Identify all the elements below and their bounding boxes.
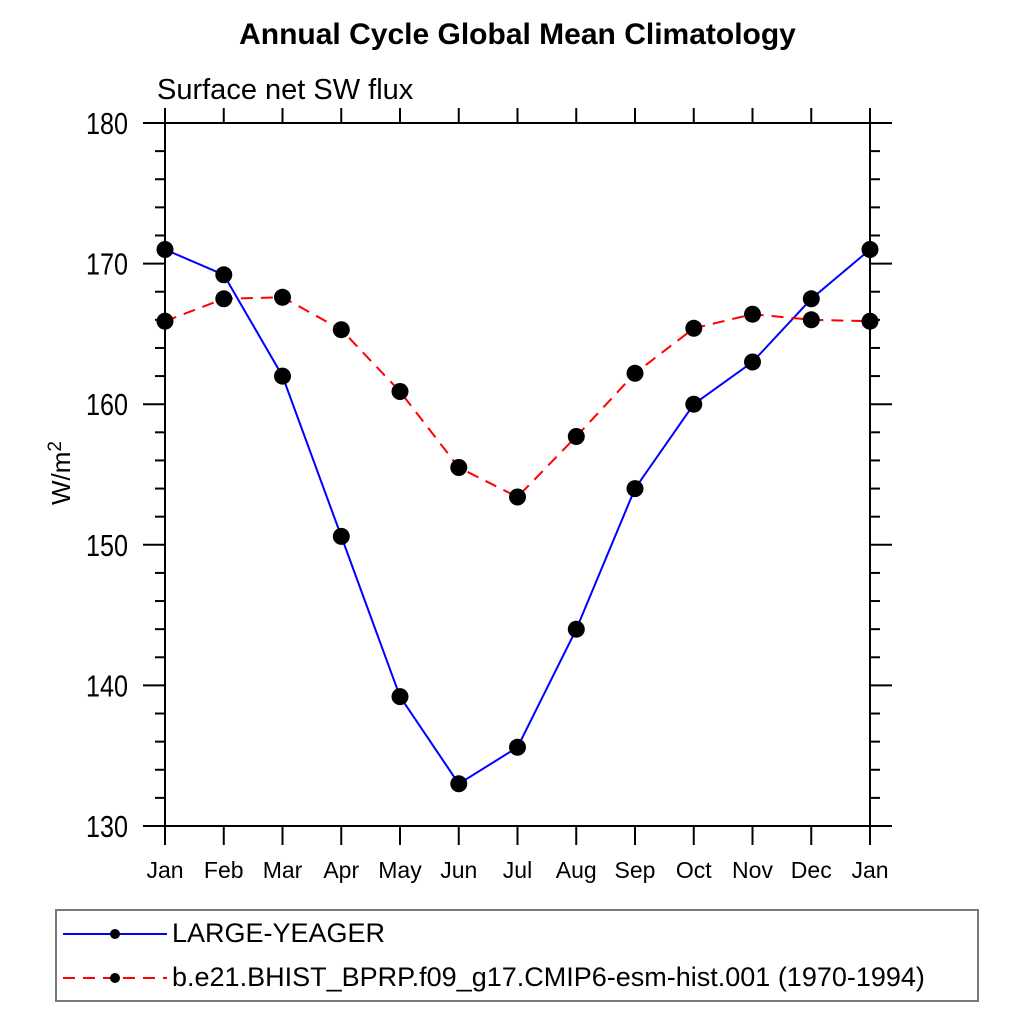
legend-label-model-run: b.e21.BHIST_BPRP.f09_g17.CMIP6-esm-hist.… [172, 962, 925, 992]
data-point-marker-series-0 [215, 266, 233, 284]
data-point-marker-series-0 [685, 395, 703, 413]
legend-item-model-run: b.e21.BHIST_BPRP.f09_g17.CMIP6-esm-hist.… [61, 957, 977, 999]
series-line-0 [164, 248, 871, 786]
data-point-marker-series-0 [391, 688, 409, 706]
data-point-marker-series-0 [450, 775, 468, 793]
y-tick-label: 140 [86, 668, 128, 703]
x-tick-label: Mar [263, 857, 303, 883]
x-tick-label: Jul [503, 857, 532, 883]
y-tick-label: 130 [86, 809, 128, 844]
legend-dashed-line-sample [63, 972, 167, 983]
data-point-marker-series-0 [509, 738, 526, 756]
data-point-marker-series-0 [332, 527, 350, 545]
legend-label-large-yeager: LARGE-YEAGER [172, 918, 386, 948]
chart-title: Annual Cycle Global Mean Climatology [239, 18, 796, 51]
data-point-marker-series-1 [509, 488, 526, 506]
x-tick-label: Feb [204, 857, 244, 883]
legend-solid-line-sample [63, 928, 167, 939]
x-tick-label: Aug [556, 857, 597, 883]
data-point-marker-series-1 [626, 364, 644, 382]
x-tick-label: Apr [323, 857, 359, 883]
x-tick-label: Jan [146, 857, 183, 883]
data-point-marker-series-1 [861, 312, 879, 330]
data-point-marker-series-1 [274, 288, 291, 306]
x-tick-label: Nov [732, 857, 773, 883]
data-point-marker-series-1 [802, 311, 820, 329]
x-tick-label: Oct [676, 857, 712, 883]
data-point-marker-series-1 [567, 428, 585, 445]
y-tick-label: 180 [86, 106, 128, 141]
data-point-marker-series-1 [156, 312, 174, 330]
x-tick-label: Dec [791, 857, 832, 883]
data-point-marker-series-1 [450, 459, 468, 476]
data-point-marker-series-1 [685, 319, 703, 337]
y-tick-label: 170 [86, 247, 128, 282]
x-tick-label: Jun [440, 857, 477, 883]
data-point-marker-series-0 [861, 241, 879, 258]
x-tick-label: Sep [615, 857, 656, 883]
data-point-marker-series-1 [744, 305, 761, 323]
data-point-marker-series-0 [802, 290, 820, 308]
data-point-marker-series-1 [215, 290, 233, 308]
data-point-marker-series-0 [744, 353, 761, 371]
y-tick-label: 160 [86, 387, 128, 422]
y-tick-label: 150 [86, 528, 128, 563]
plot-frame [164, 122, 871, 827]
chart-subtitle: Surface net SW flux [157, 74, 414, 106]
x-tick-label: Jan [851, 857, 888, 883]
legend-box: LARGE-YEAGER b.e21.BHIST_BPRP.f09_g17.CM… [55, 909, 979, 1002]
legend-item-large-yeager: LARGE-YEAGER [61, 913, 977, 955]
data-point-marker-series-1 [332, 321, 350, 339]
data-point-marker-series-0 [156, 241, 174, 258]
data-point-marker-series-0 [626, 480, 644, 498]
series-line-1 [164, 296, 871, 499]
y-axis-label: W/m2 [45, 441, 76, 505]
x-tick-label: May [378, 857, 422, 883]
data-point-marker-series-0 [274, 367, 291, 385]
data-point-marker-series-1 [391, 383, 409, 400]
data-point-marker-series-0 [567, 620, 585, 638]
